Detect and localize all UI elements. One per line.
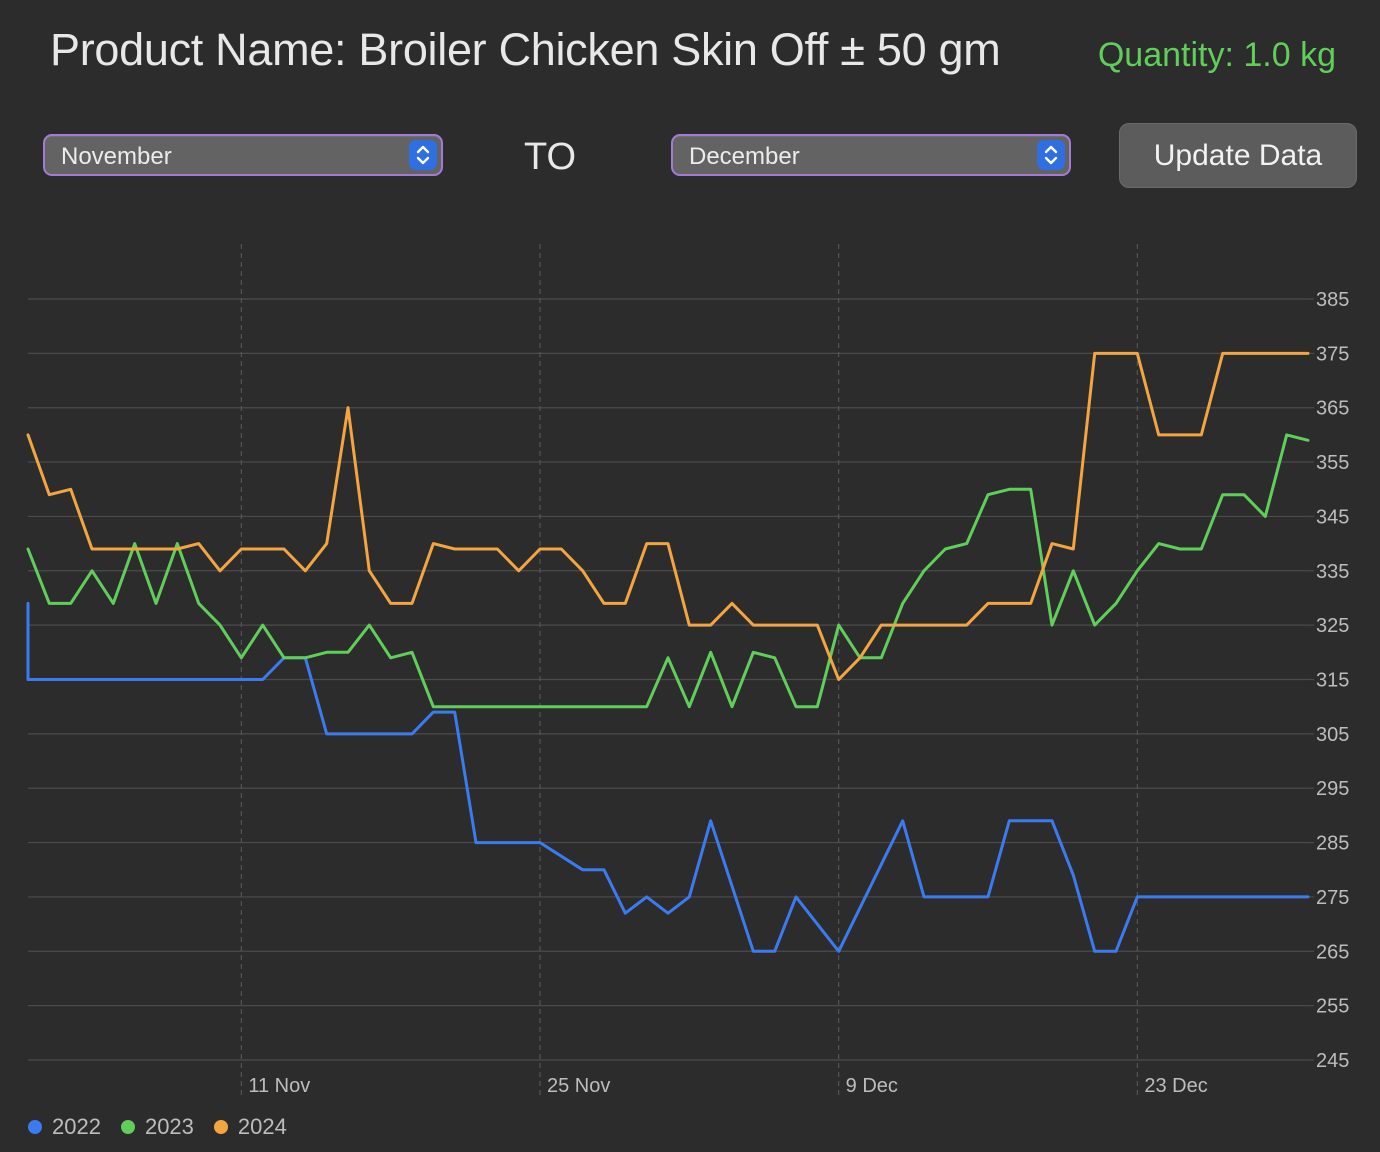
series-line-2022 — [28, 603, 1308, 951]
y-tick-label: 345 — [1316, 506, 1349, 528]
legend-label: 2022 — [52, 1114, 101, 1140]
y-tick-label: 275 — [1316, 887, 1349, 909]
legend-label: 2023 — [145, 1114, 194, 1140]
x-tick-label: 25 Nov — [547, 1075, 610, 1097]
y-tick-label: 265 — [1316, 941, 1349, 963]
legend-dot-icon — [214, 1120, 228, 1134]
y-tick-label: 335 — [1316, 561, 1349, 583]
y-tick-label: 315 — [1316, 670, 1349, 692]
y-tick-label: 385 — [1316, 289, 1349, 311]
legend-item-2022: 2022 — [28, 1114, 101, 1140]
legend-item-2023: 2023 — [121, 1114, 194, 1140]
legend-label: 2024 — [238, 1114, 287, 1140]
legend-dot-icon — [28, 1120, 42, 1134]
x-tick-label: 9 Dec — [846, 1075, 898, 1097]
y-tick-label: 355 — [1316, 452, 1349, 474]
y-tick-label: 245 — [1316, 1050, 1349, 1072]
legend-dot-icon — [121, 1120, 135, 1134]
x-tick-label: 23 Dec — [1144, 1075, 1207, 1097]
y-tick-label: 375 — [1316, 343, 1349, 365]
chart-legend: 2022 2023 2024 — [28, 1114, 287, 1140]
y-tick-label: 325 — [1316, 615, 1349, 637]
y-tick-label: 295 — [1316, 778, 1349, 800]
legend-item-2024: 2024 — [214, 1114, 287, 1140]
y-tick-label: 255 — [1316, 996, 1349, 1018]
y-tick-label: 365 — [1316, 398, 1349, 420]
y-tick-label: 305 — [1316, 724, 1349, 746]
y-tick-label: 285 — [1316, 833, 1349, 855]
x-tick-label: 11 Nov — [248, 1075, 310, 1097]
